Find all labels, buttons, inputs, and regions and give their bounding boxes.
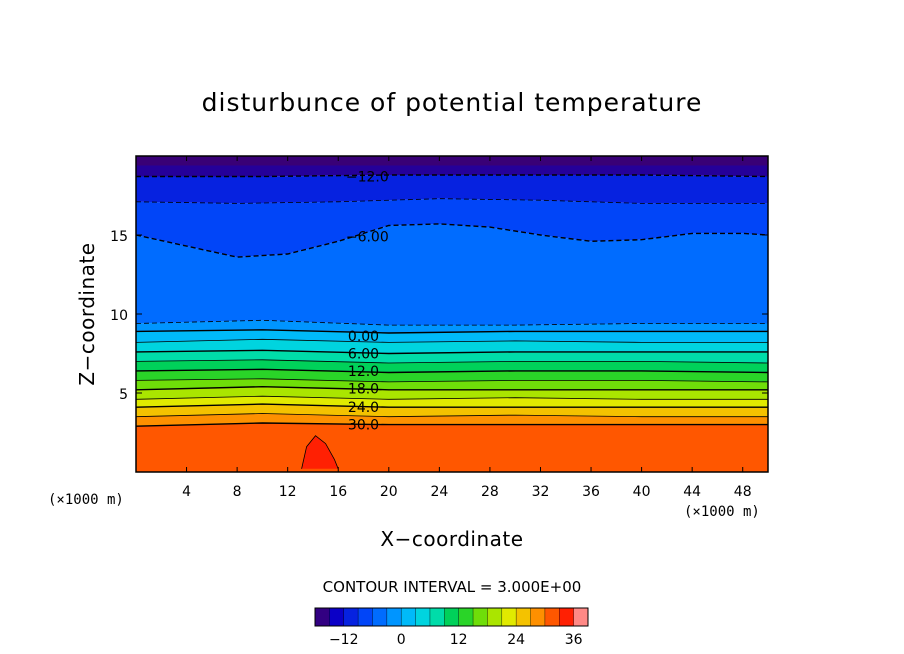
- x-axis-label: X−coordinate: [380, 527, 523, 551]
- colorbar-tick-label: 24: [507, 632, 525, 648]
- y-tick-label: 10: [110, 308, 128, 324]
- y-axis-ticks: 5 10 15: [110, 229, 768, 403]
- colorbar-tick-label: 0: [397, 632, 406, 648]
- contour-line: [135, 319, 768, 326]
- colorbar-tick-label: 36: [565, 632, 583, 648]
- x-tick-label: 28: [481, 484, 499, 500]
- color-band: [136, 359, 768, 373]
- contour-label: 12.0: [348, 364, 379, 380]
- colorbar-cell: [487, 608, 503, 626]
- contour-line: [135, 329, 768, 334]
- color-band: [136, 329, 768, 343]
- contour-label: 24.0: [348, 400, 379, 416]
- colorbar-cell: [573, 608, 589, 626]
- colorbar-cell: [544, 608, 560, 626]
- contour-line: [135, 338, 768, 343]
- contour-line: [136, 174, 769, 178]
- colorbar-tick-label: −12: [329, 632, 359, 648]
- colorbar-cell: [401, 608, 416, 626]
- x-tick-label: 44: [683, 484, 701, 500]
- colorbar-cell: [559, 608, 575, 626]
- x-tick-label: 40: [633, 484, 651, 500]
- colorbar: [314, 607, 589, 627]
- colorbar-cell: [530, 608, 546, 626]
- colorbar-cell: [372, 608, 388, 626]
- color-band: [136, 223, 768, 326]
- contour-line: [135, 223, 769, 258]
- y-tick-label: 5: [119, 387, 128, 403]
- x-unit-left: (×1000 m): [48, 492, 124, 508]
- contour-line: [135, 378, 769, 383]
- colorbar-cell: [415, 608, 431, 626]
- contour-line: [135, 198, 768, 204]
- contour-line: [135, 413, 768, 418]
- color-band: [301, 435, 339, 469]
- colorbar-cell: [358, 608, 373, 626]
- contour-label: 0.00: [348, 329, 379, 345]
- colorbar-cell: [516, 608, 531, 626]
- x-tick-label: 32: [532, 484, 550, 500]
- contour-line: [135, 359, 769, 364]
- contour-line: [135, 385, 768, 391]
- colorbar-cell: [458, 608, 474, 626]
- colorbar-frame: [314, 607, 589, 627]
- color-band: [136, 350, 768, 363]
- color-band: [136, 339, 768, 354]
- contour-interval-label: CONTOUR INTERVAL = 3.000E+00: [323, 578, 582, 596]
- contour-label: 18.0: [348, 381, 379, 397]
- contour-label: −6.00: [346, 230, 389, 246]
- x-tick-label: 48: [734, 484, 752, 500]
- colorbar-ticks: −12 0 12 24 36: [329, 632, 583, 648]
- color-band: [136, 198, 768, 258]
- colorbar-cell: [315, 608, 330, 626]
- y-tick-label: 15: [110, 229, 128, 245]
- color-band: [136, 320, 768, 333]
- x-tick-label: 8: [233, 484, 242, 500]
- x-tick-label: 12: [279, 484, 297, 500]
- chart-title: disturbunce of potential temperature: [202, 88, 703, 117]
- x-tick-label: 24: [430, 484, 448, 500]
- contour-line: [135, 349, 768, 355]
- colorbar-cell: [473, 608, 488, 626]
- contour-lines: [135, 174, 769, 469]
- contour-line: [135, 395, 768, 400]
- contour-label: 30.0: [348, 418, 379, 434]
- colorbar-tick-label: 12: [450, 632, 468, 648]
- contour-line: [135, 403, 768, 408]
- x-axis-ticks: 4 8 12 16 20 24 28 32 36 40 44 48: [182, 156, 752, 500]
- x-tick-label: 4: [182, 484, 191, 500]
- contour-label: −12.0: [346, 170, 389, 186]
- color-band: [136, 174, 768, 204]
- contour-line: [301, 435, 339, 469]
- x-tick-label: 16: [329, 484, 347, 500]
- contour-line: [135, 368, 769, 374]
- colorbar-cell: [501, 608, 517, 626]
- x-tick-label: 36: [582, 484, 600, 500]
- x-tick-label: 20: [380, 484, 398, 500]
- contour-label: 6.00: [348, 347, 379, 363]
- contour-line: [135, 422, 768, 427]
- color-band: [136, 156, 768, 166]
- colorbar-cell: [429, 608, 445, 626]
- colorbar-cell: [343, 608, 359, 626]
- colorbar-cell: [329, 608, 345, 626]
- color-band: [136, 423, 768, 472]
- colorbar-cell: [444, 608, 460, 626]
- x-unit-right: (×1000 m): [684, 504, 760, 520]
- y-axis-label: Z−coordinate: [75, 242, 99, 385]
- color-band: [136, 369, 768, 382]
- colorbar-cell: [386, 608, 402, 626]
